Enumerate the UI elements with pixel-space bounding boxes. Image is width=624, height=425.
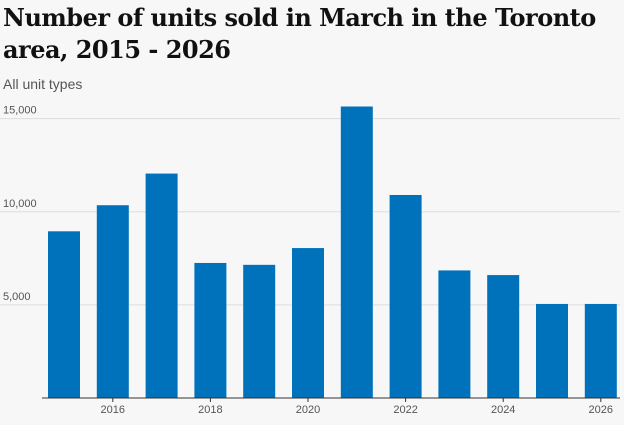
bar-2018 [194,262,227,398]
x-tick-label-2022: 2022 [393,404,417,416]
x-tick-label-2016: 2016 [101,404,125,416]
y-tick-label-5000: 5,000 [3,291,31,303]
x-axis-labels: 2016 2018 2020 2022 2024 2026 [101,398,613,416]
chart-title: Number of units sold in March in the Tor… [3,3,596,64]
bar-2019 [243,264,276,398]
bar-2023 [438,270,471,398]
bar-2026 [584,303,617,398]
x-tick-label-2024: 2024 [491,404,515,416]
bar-2022 [389,194,422,398]
x-tick-label-2026: 2026 [589,404,613,416]
x-tick-label-2020: 2020 [296,404,320,416]
bar-2015 [48,231,80,398]
y-tick-label-10000: 10,000 [3,198,37,210]
bar-2016 [96,205,129,398]
y-tick-label-15000: 15,000 [3,105,37,117]
y-axis-labels: 5,000 10,000 15,000 [3,105,37,303]
bar-2024 [487,275,520,398]
bar-2020 [292,248,324,398]
bar-2021 [340,106,373,399]
x-tick-label-2018: 2018 [198,404,222,416]
bar-2017 [145,173,178,398]
chart-subtitle: All unit types [3,76,83,92]
bars [48,106,617,399]
bar-2025 [536,303,568,398]
